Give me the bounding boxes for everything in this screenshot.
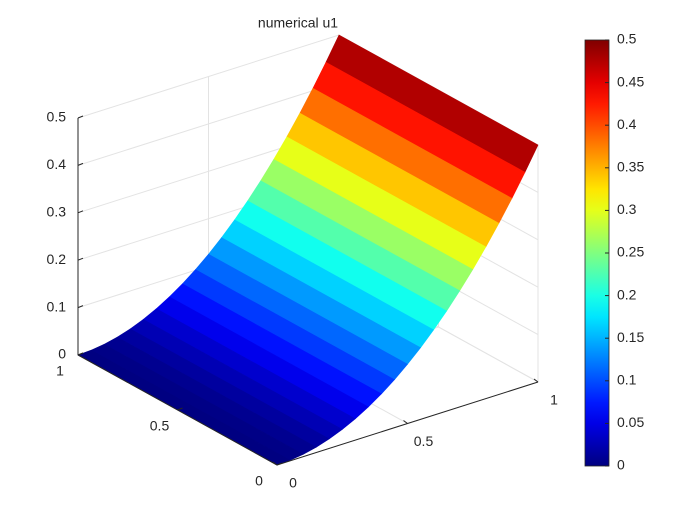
colorbar-tick-label: 0.05 <box>617 414 644 430</box>
z-tick <box>77 162 84 166</box>
y-tick-label: 1 <box>56 363 64 379</box>
colorbar-tick-label: 0 <box>617 457 625 473</box>
z-tick <box>77 257 84 261</box>
z-tick-label: 0 <box>58 346 66 362</box>
colorbar-tick-label: 0.15 <box>617 329 644 345</box>
z-tick <box>77 115 84 119</box>
colorbar-tick-label: 0.25 <box>617 244 644 260</box>
x-tick-label: 1 <box>550 392 558 408</box>
z-tick <box>77 210 84 214</box>
y-tick-label: 0.5 <box>150 418 170 434</box>
colorbar-tick-label: 0.2 <box>617 286 637 302</box>
chart-title: numerical u1 <box>258 15 338 31</box>
colorbar-tick-label: 0.1 <box>617 372 637 388</box>
z-tick-label: 0.3 <box>47 204 67 220</box>
colorbar-tick-label: 0.5 <box>617 31 637 47</box>
y-tick <box>276 462 283 466</box>
colorbar-tick-label: 0.35 <box>617 159 644 175</box>
colorbar-tick-label: 0.4 <box>617 116 637 132</box>
z-tick-label: 0.5 <box>47 109 67 125</box>
x-tick-label: 0.5 <box>414 433 434 449</box>
y-tick <box>77 352 84 356</box>
y-tick-label: 0 <box>255 473 263 489</box>
z-tick-label: 0.2 <box>47 251 67 267</box>
z-tick-label: 0.4 <box>47 156 67 172</box>
x-tick-label: 0 <box>289 475 297 491</box>
z-tick-label: 0.1 <box>47 298 67 314</box>
y-tick <box>177 407 183 411</box>
z-tick <box>77 305 84 309</box>
x-tick <box>533 378 539 383</box>
colorbar-tick-label: 0.45 <box>617 73 644 89</box>
x-tick <box>403 420 408 424</box>
x-tick <box>272 461 278 466</box>
colorbar-tick-label: 0.3 <box>617 201 637 217</box>
